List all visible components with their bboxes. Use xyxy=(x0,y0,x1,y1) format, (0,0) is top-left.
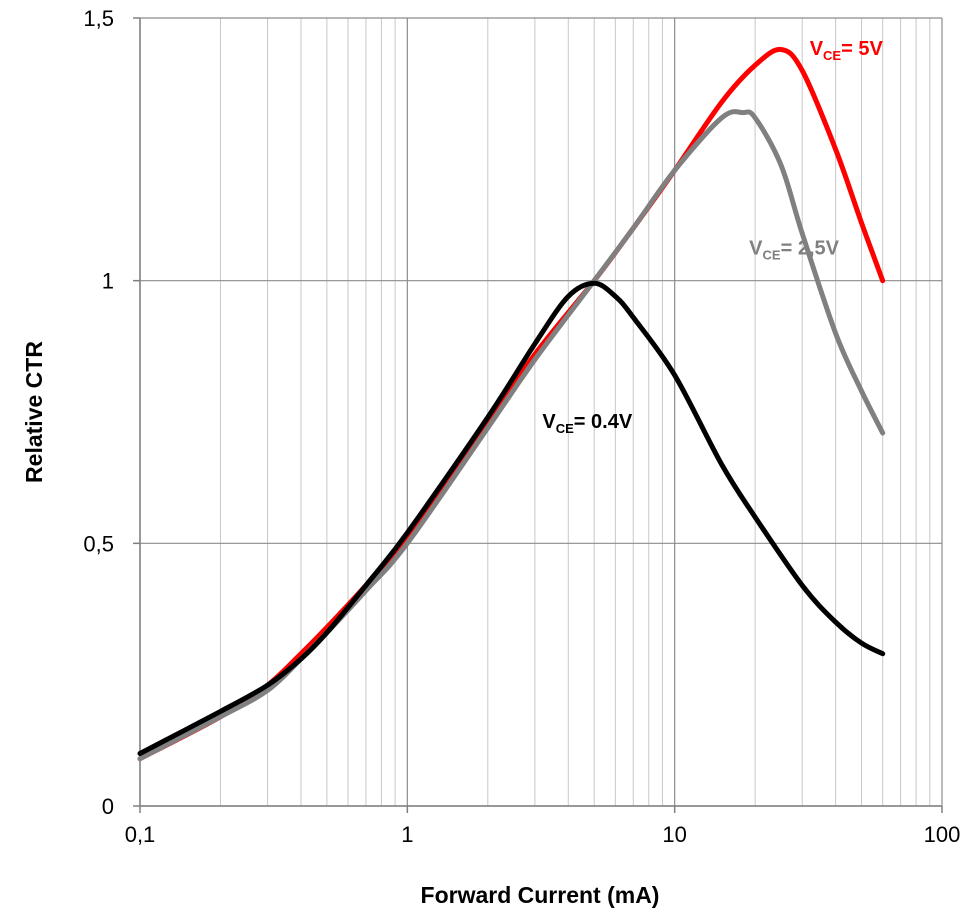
y-tick-label: 0,5 xyxy=(83,531,114,556)
axes xyxy=(133,17,943,813)
series-line-1 xyxy=(137,109,886,762)
series-label-2: VCE= 0.4V xyxy=(542,411,632,436)
y-tick-label: 1 xyxy=(102,269,114,294)
tick-labels: 0 0,5 1 1,5 0,1 1 10 100 xyxy=(83,6,960,847)
x-tick-label: 10 xyxy=(662,822,686,847)
x-tick-label: 0,1 xyxy=(125,822,156,847)
y-tick-label: 1,5 xyxy=(83,6,114,31)
series-labels: VCE= 5V VCE= 2,5V VCE= 0.4V xyxy=(542,38,883,436)
series-line-2 xyxy=(137,280,886,756)
y-axis-title: Relative CTR xyxy=(21,341,47,483)
series-label-1: VCE= 2,5V xyxy=(749,237,839,262)
y-tick-label: 0 xyxy=(102,794,114,819)
x-axis-title: Forward Current (mA) xyxy=(421,882,660,908)
series-lines xyxy=(137,46,886,762)
x-tick-label: 1 xyxy=(401,822,413,847)
series-label-0: VCE= 5V xyxy=(810,38,884,63)
series-line-0 xyxy=(137,46,886,762)
x-tick-label: 100 xyxy=(924,822,961,847)
